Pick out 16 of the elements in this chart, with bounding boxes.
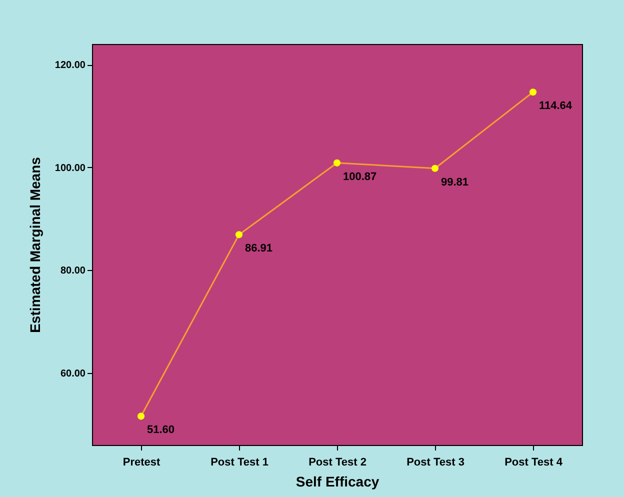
y-tick-label: 80.00 [60,266,86,277]
x-tick-label: Post Test 2 [308,456,366,468]
data-label: 100.87 [343,170,377,183]
x-tick-label: Pretest [122,456,160,468]
x-tick-label: Post Test 1 [210,456,268,468]
y-axis-title: Estimated Marginal Means [26,156,43,333]
y-tick-label: 60.00 [60,368,86,380]
data-label: 99.81 [441,176,469,188]
y-tick-label: 120.00 [54,60,86,72]
x-axis-title: Self Efficacy [296,474,380,490]
data-label: 51.60 [147,424,175,436]
x-tick-label: Post Test 4 [504,456,564,468]
x-tick-label: Post Test 3 [406,456,464,468]
y-tick-label: 100.00 [54,162,86,174]
data-label: 86.91 [245,242,273,255]
data-label: 114.64 [539,100,573,112]
